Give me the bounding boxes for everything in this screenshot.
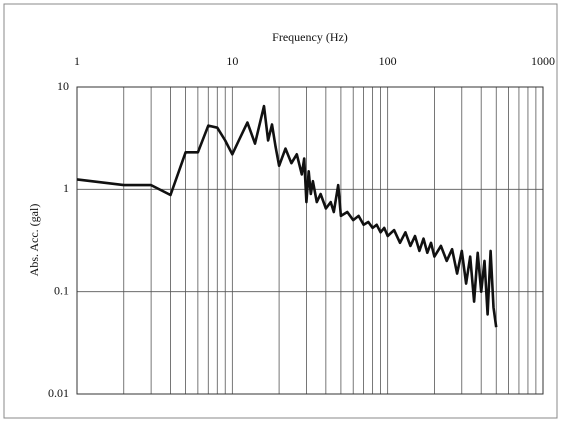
chart-title: Frequency (Hz) (272, 30, 348, 44)
x-tick-label: 10 (226, 54, 238, 68)
plot-area (76, 86, 544, 395)
y-tick-label: 0.1 (54, 283, 69, 297)
x-tick-label: 1 (74, 54, 80, 68)
y-tick-label: 1 (63, 181, 69, 195)
y-axis-label: Abs. Acc. (gal) (27, 204, 41, 277)
x-tick-label: 100 (379, 54, 397, 68)
frame (3, 3, 558, 419)
y-tick-label: 0.01 (48, 386, 69, 400)
y-tick-label: 10 (57, 79, 69, 93)
x-tick-label: 1000 (531, 54, 555, 68)
data-line (76, 104, 498, 328)
